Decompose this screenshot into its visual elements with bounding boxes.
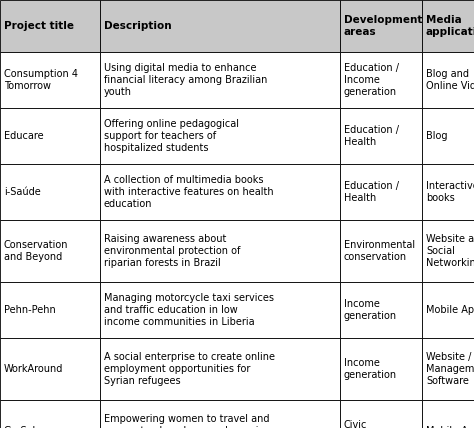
Bar xyxy=(100,164,340,220)
Text: Mobile App: Mobile App xyxy=(426,305,474,315)
Text: Website and
Social
Networking: Website and Social Networking xyxy=(426,234,474,268)
Text: Interactive e-
books: Interactive e- books xyxy=(426,181,474,203)
Bar xyxy=(422,52,474,108)
Bar xyxy=(422,220,474,282)
Text: Offering online pedagogical
support for teachers of
hospitalized students: Offering online pedagogical support for … xyxy=(104,119,239,153)
Text: Conservation
and Beyond: Conservation and Beyond xyxy=(4,240,69,262)
Text: Environmental
conservation: Environmental conservation xyxy=(344,240,415,262)
Bar xyxy=(0,108,100,164)
Bar xyxy=(340,282,422,338)
Bar xyxy=(0,400,100,428)
Text: Using digital media to enhance
financial literacy among Brazilian
youth: Using digital media to enhance financial… xyxy=(104,63,267,97)
Bar xyxy=(100,0,340,52)
Bar xyxy=(100,338,340,400)
Text: Development
areas: Development areas xyxy=(344,15,422,37)
Text: Mobile App: Mobile App xyxy=(426,426,474,428)
Text: Media
application: Media application xyxy=(426,15,474,37)
Bar xyxy=(340,338,422,400)
Bar xyxy=(340,0,422,52)
Bar xyxy=(0,164,100,220)
Bar xyxy=(422,108,474,164)
Text: Education /
Health: Education / Health xyxy=(344,181,399,203)
Text: Website / Task
Management
Software: Website / Task Management Software xyxy=(426,352,474,386)
Text: WorkAround: WorkAround xyxy=(4,364,64,374)
Bar xyxy=(0,338,100,400)
Text: Blog and
Online Video: Blog and Online Video xyxy=(426,69,474,91)
Text: A collection of multimedia books
with interactive features on health
education: A collection of multimedia books with in… xyxy=(104,175,273,209)
Bar xyxy=(100,52,340,108)
Bar xyxy=(340,164,422,220)
Bar xyxy=(100,220,340,282)
Text: Raising awareness about
environmental protection of
riparian forests in Brazil: Raising awareness about environmental pr… xyxy=(104,234,240,268)
Bar xyxy=(0,52,100,108)
Text: Go Sola: Go Sola xyxy=(4,426,41,428)
Text: Education /
Health: Education / Health xyxy=(344,125,399,147)
Text: Pehn-Pehn: Pehn-Pehn xyxy=(4,305,56,315)
Bar xyxy=(422,282,474,338)
Text: A social enterprise to create online
employment opportunities for
Syrian refugee: A social enterprise to create online emp… xyxy=(104,352,275,386)
Bar xyxy=(340,220,422,282)
Bar xyxy=(340,108,422,164)
Text: Education /
Income
generation: Education / Income generation xyxy=(344,63,399,97)
Text: Description: Description xyxy=(104,21,172,31)
Text: Managing motorcycle taxi services
and traffic education in low
income communitie: Managing motorcycle taxi services and tr… xyxy=(104,293,274,327)
Bar xyxy=(340,52,422,108)
Bar xyxy=(100,282,340,338)
Bar xyxy=(0,282,100,338)
Bar xyxy=(422,164,474,220)
Text: Blog: Blog xyxy=(426,131,447,141)
Text: i-Saúde: i-Saúde xyxy=(4,187,41,197)
Bar xyxy=(0,220,100,282)
Bar xyxy=(422,338,474,400)
Text: Civic
Engagement: Civic Engagement xyxy=(344,420,406,428)
Text: Consumption 4
Tomorrow: Consumption 4 Tomorrow xyxy=(4,69,78,91)
Bar xyxy=(0,0,100,52)
Text: Income
generation: Income generation xyxy=(344,358,397,380)
Text: Empowering women to travel and
commute alone by crowdmapping
information about t: Empowering women to travel and commute a… xyxy=(104,414,278,428)
Bar xyxy=(100,108,340,164)
Text: Income
generation: Income generation xyxy=(344,299,397,321)
Bar xyxy=(340,400,422,428)
Bar xyxy=(100,400,340,428)
Bar xyxy=(422,0,474,52)
Bar xyxy=(422,400,474,428)
Text: Educare: Educare xyxy=(4,131,44,141)
Text: Project title: Project title xyxy=(4,21,74,31)
